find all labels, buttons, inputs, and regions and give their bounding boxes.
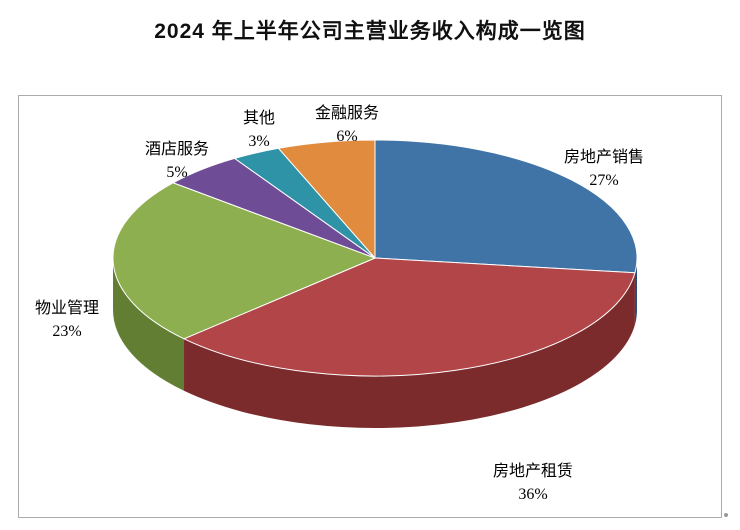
pie-slice-label: 房地产租赁 36% xyxy=(493,460,573,506)
pie-slice-label: 酒店服务 5% xyxy=(145,138,209,184)
slice-percent: 6% xyxy=(336,128,358,145)
slice-percent: 5% xyxy=(166,164,188,181)
slice-name: 房地产销售 xyxy=(563,149,645,166)
slice-percent: 23% xyxy=(52,323,82,340)
chart-title: 2024 年上半年公司主营业务收入构成一览图 xyxy=(154,20,586,43)
slice-percent: 27% xyxy=(589,172,619,189)
slice-percent: 36% xyxy=(518,486,548,503)
slice-percent: 3% xyxy=(248,133,270,150)
slice-name: 金融服务 xyxy=(314,105,380,122)
corner-mark xyxy=(724,513,728,517)
chart-frame: 房地产销售 27% 房地产租赁 36% 物业管理 23% 酒店服务 5% 其他 … xyxy=(18,95,722,518)
slice-name: 房地产租赁 xyxy=(492,463,574,480)
pie-chart-3d xyxy=(112,139,638,429)
pie-slice-label: 房地产销售 27% xyxy=(564,146,644,192)
slice-name: 其他 xyxy=(242,110,276,127)
slice-name: 酒店服务 xyxy=(144,141,210,158)
pie-slice-label: 金融服务 6% xyxy=(315,102,379,148)
pie-slice-label: 物业管理 23% xyxy=(35,297,99,343)
pie-slice-label: 其他 3% xyxy=(243,107,275,153)
slice-name: 物业管理 xyxy=(34,300,100,317)
